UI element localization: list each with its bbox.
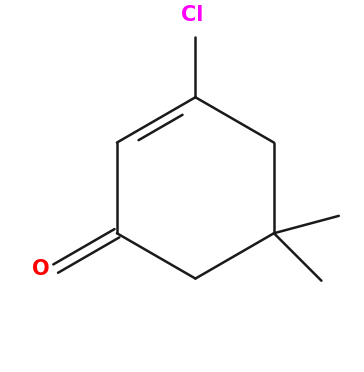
Text: Cl: Cl xyxy=(181,5,203,25)
Text: O: O xyxy=(32,259,50,279)
